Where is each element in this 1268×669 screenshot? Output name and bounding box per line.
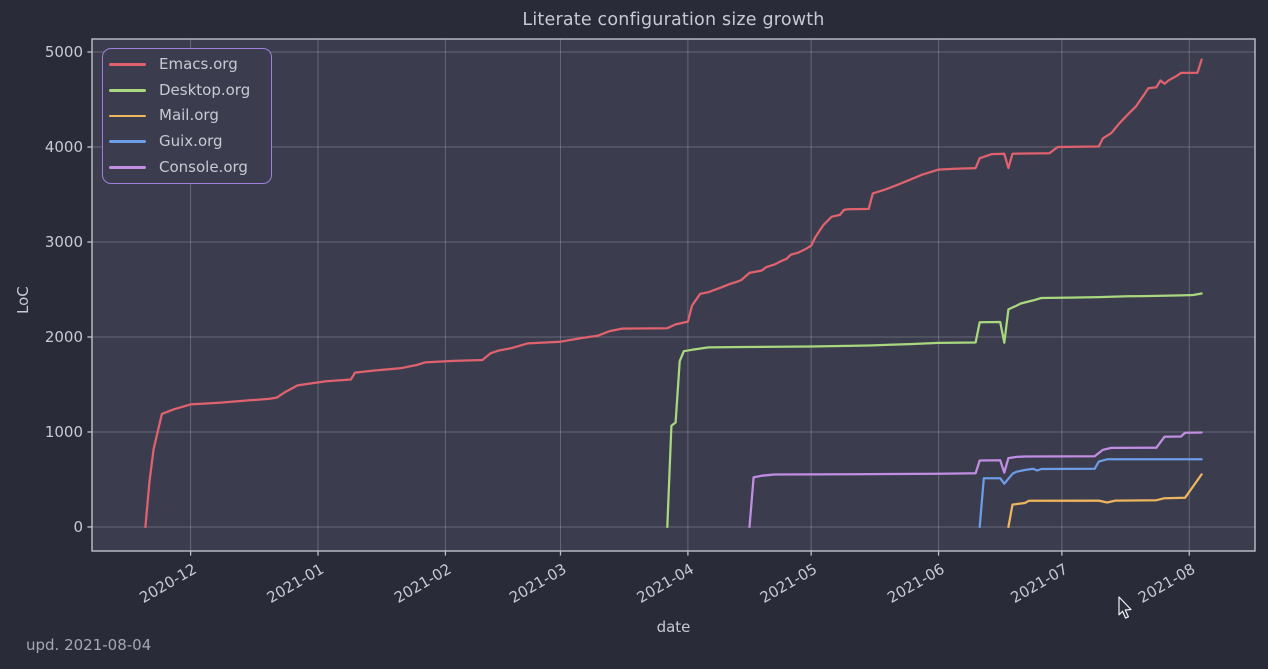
x-tick-label: 2020-12 — [136, 560, 199, 607]
x-tick-label: 2021-06 — [884, 560, 947, 607]
legend-item: Console.org — [103, 157, 271, 176]
legend-item: Desktop.org — [103, 80, 271, 99]
chart-title: Literate configuration size growth — [522, 10, 825, 30]
legend-swatch — [109, 140, 146, 143]
legend-swatch — [109, 165, 146, 169]
x-tick-label: 2021-08 — [1135, 560, 1198, 607]
legend-item-label: Mail.org — [159, 106, 219, 125]
x-tick-label: 2021-03 — [506, 560, 569, 607]
x-axis-label: date — [656, 618, 691, 636]
legend-swatch — [109, 114, 146, 118]
y-tick-label: 3000 — [45, 233, 83, 251]
legend: Emacs.org Desktop.org Mail.org Guix.org Cons… — [102, 48, 272, 184]
series-line-emacs-org — [144, 58, 1203, 529]
update-note: upd. 2021-08-04 — [26, 636, 152, 654]
x-tick-label: 2021-01 — [264, 560, 327, 607]
legend-swatch — [109, 63, 146, 67]
x-tick-label: 2021-04 — [634, 560, 697, 607]
mouse-cursor-icon — [1118, 596, 1132, 619]
y-tick-label: 5000 — [45, 43, 83, 61]
x-tick-label: 2021-05 — [757, 560, 820, 607]
x-tick-label: 2021-07 — [1008, 560, 1071, 607]
series-line-guix-org — [978, 458, 1203, 529]
legend-item: Emacs.org — [103, 57, 271, 72]
gridlines — [92, 39, 1255, 551]
y-axis-label: LoC — [14, 286, 32, 314]
y-tick-label: 2000 — [45, 328, 83, 346]
legend-item-label: Desktop.org — [159, 80, 251, 99]
series-line-console-org — [748, 431, 1203, 529]
y-tick-label: 1000 — [45, 423, 83, 441]
legend-item-label: Guix.org — [159, 132, 223, 151]
legend-item-label: Console.org — [159, 157, 248, 176]
y-tick-label: 4000 — [45, 138, 83, 156]
y-tick-label: 0 — [73, 518, 83, 536]
legend-swatch — [109, 89, 146, 92]
legend-item: Guix.org — [103, 134, 271, 149]
x-tick-label: 2021-02 — [391, 560, 454, 607]
legend-item-label: Emacs.org — [159, 55, 238, 74]
series-line-desktop-org — [666, 292, 1203, 529]
plot-area — [92, 39, 1255, 551]
legend-item: Mail.org — [103, 108, 271, 123]
series-line-mail-org — [1007, 473, 1203, 529]
axes-border — [91, 38, 1256, 552]
